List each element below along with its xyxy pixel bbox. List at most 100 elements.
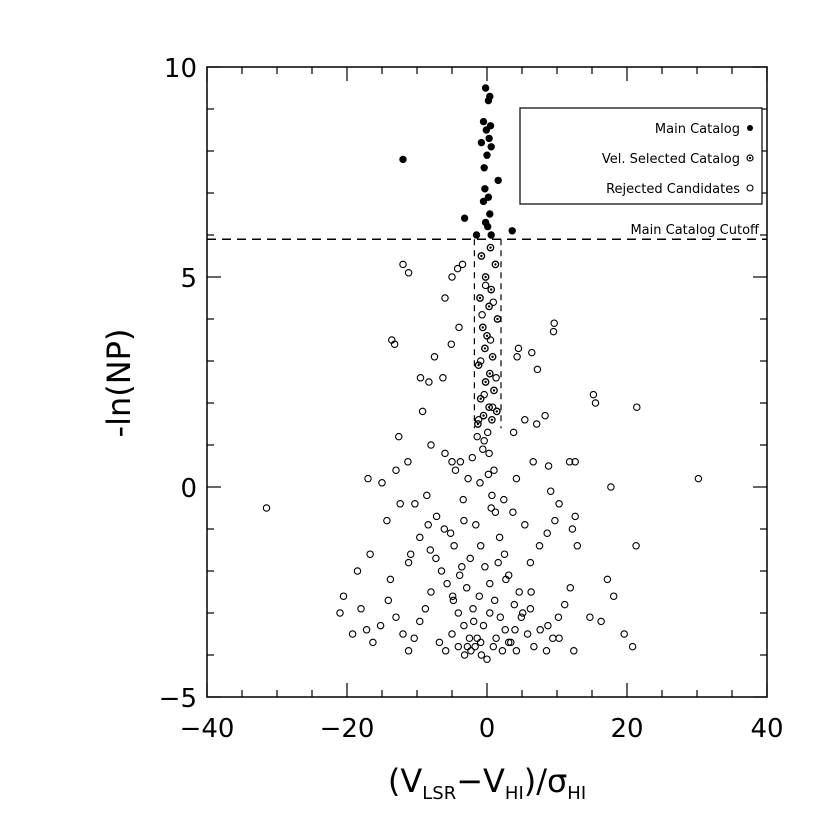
legend-marker-vel-selected-dot [748, 156, 752, 160]
vel-selected-catalog-point-dot [492, 389, 496, 392]
velocity-window [473, 239, 502, 429]
rejected-candidates-point [364, 474, 372, 483]
rejected-candidates-point [591, 399, 600, 407]
rejected-candidates-point [483, 428, 492, 437]
rejected-candidates-point [532, 420, 541, 428]
y-axis-label: -ln(NP) [100, 329, 138, 438]
vel-selected-catalog-point [490, 386, 498, 395]
rejected-candidates-point [480, 390, 488, 399]
vel-selected-catalog-point-dot [490, 288, 493, 291]
rejected-candidates-point [570, 647, 578, 655]
vel-selected-catalog-point [478, 323, 487, 332]
legend-marker-rejected [746, 184, 754, 192]
rejected-candidates-point [555, 634, 563, 642]
rejected-candidates-point [418, 407, 427, 416]
vel-selected-catalog-point-dot [483, 347, 487, 350]
rejected-candidates-point [464, 474, 472, 483]
rejected-candidates-point [491, 508, 500, 516]
rejected-candidates-point [450, 542, 458, 550]
rejected-candidates-point [568, 525, 577, 533]
main-catalog-point [483, 151, 491, 159]
rejected-candidates-point [404, 558, 413, 567]
vel-selected-catalog-point [481, 273, 490, 281]
rejected-candidates-point [523, 630, 532, 638]
vel-selected-catalog-point-dot [491, 355, 494, 358]
main-catalog-point [477, 138, 486, 147]
main-catalog-point [482, 126, 490, 134]
rejected-candidates-point [459, 495, 467, 504]
rejected-candidates-point [517, 613, 526, 621]
vel-selected-catalog-point [485, 369, 494, 378]
rejected-candidates-point [448, 592, 457, 600]
rejected-candidates-point [416, 374, 425, 382]
rejected-candidates-point [486, 336, 495, 344]
rejected-candidates-point [498, 647, 507, 655]
rejected-candidates-point [554, 613, 563, 621]
rejected-candidates-point [406, 550, 415, 558]
vel-selected-catalog-point-dot [480, 254, 483, 258]
rejected-candidates-point [451, 466, 460, 474]
rejected-candidates-point [541, 411, 549, 420]
rejected-candidates-point [609, 592, 618, 600]
rejected-candidates-point [633, 403, 641, 411]
rejected-candidates-point [416, 533, 424, 542]
rejected-candidates-point [378, 479, 386, 487]
rejected-candidates-point [566, 584, 575, 592]
main-catalog-point [486, 92, 494, 101]
vel-selected-catalog-point-dot [496, 317, 499, 321]
vel-selected-catalog-point-dot [488, 372, 491, 375]
main-catalog-point [485, 134, 493, 143]
main-catalog-point [484, 222, 492, 231]
main-catalog-point [481, 84, 490, 92]
legend: Main Catalog Vel. Selected Catalog Rejec… [519, 107, 763, 205]
x-axis-label: (VLSR−VHI)/σHI [388, 762, 586, 804]
rejected-candidates-point [560, 600, 569, 609]
main-catalog-point [484, 193, 493, 201]
rejected-candidates-point [466, 554, 474, 563]
vel-selected-catalog-point [476, 394, 485, 403]
rejected-candidates-point [410, 634, 418, 642]
rejected-candidates-point [486, 609, 494, 617]
rejected-candidates-point [607, 483, 615, 491]
rejected-candidates-point [555, 500, 563, 508]
rejected-candidates-point [432, 512, 441, 521]
rejected-candidates-point [479, 445, 487, 453]
vel-selected-catalog-point-dot [484, 275, 487, 279]
cutoff-label: Main Catalog Cutoff [630, 223, 760, 238]
rejected-candidates-point [416, 617, 424, 626]
rejected-candidates-point [435, 638, 444, 647]
y-tick-label: 5 [180, 264, 197, 294]
rejected-candidates-point [476, 638, 485, 647]
rejected-candidates-point [526, 558, 535, 567]
rejected-candidates-point [483, 655, 491, 663]
rejected-candidates-point [530, 642, 538, 651]
vel-selected-catalog-point [476, 294, 484, 302]
rejected-candidates-point [480, 437, 488, 445]
vel-selected-catalog-point-dot [484, 380, 487, 384]
rejected-candidates-point [489, 298, 498, 306]
rejected-candidates-point [494, 558, 502, 567]
main-catalog-point [460, 214, 469, 222]
vel-selected-catalog-point [483, 331, 491, 340]
rejected-candidates-point [339, 592, 348, 600]
rejected-candidates-point [476, 542, 485, 550]
rejected-candidates-point [551, 516, 559, 525]
vel-selected-catalog-point-dot [478, 296, 482, 300]
rejected-candidates-point [620, 630, 628, 638]
main-catalog-point [487, 231, 495, 239]
rejected-candidates-point [549, 327, 558, 336]
rejected-candidates-point [472, 521, 480, 529]
rejected-candidates-point [465, 634, 474, 642]
vel-selected-catalog-point [474, 361, 483, 370]
x-tick-label: 20 [610, 714, 643, 744]
rejected-candidates-point [399, 260, 407, 269]
vel-selected-catalog-point [493, 315, 502, 323]
rejected-candidates-point [447, 340, 456, 348]
rejected-candidates-point [455, 571, 464, 579]
rejected-candidates-point [571, 512, 579, 521]
rejected-candidates-point [544, 462, 553, 470]
rejected-candidates-point [366, 550, 374, 558]
rejected-candidates-point [426, 546, 435, 554]
rejected-candidates-point [469, 605, 477, 613]
